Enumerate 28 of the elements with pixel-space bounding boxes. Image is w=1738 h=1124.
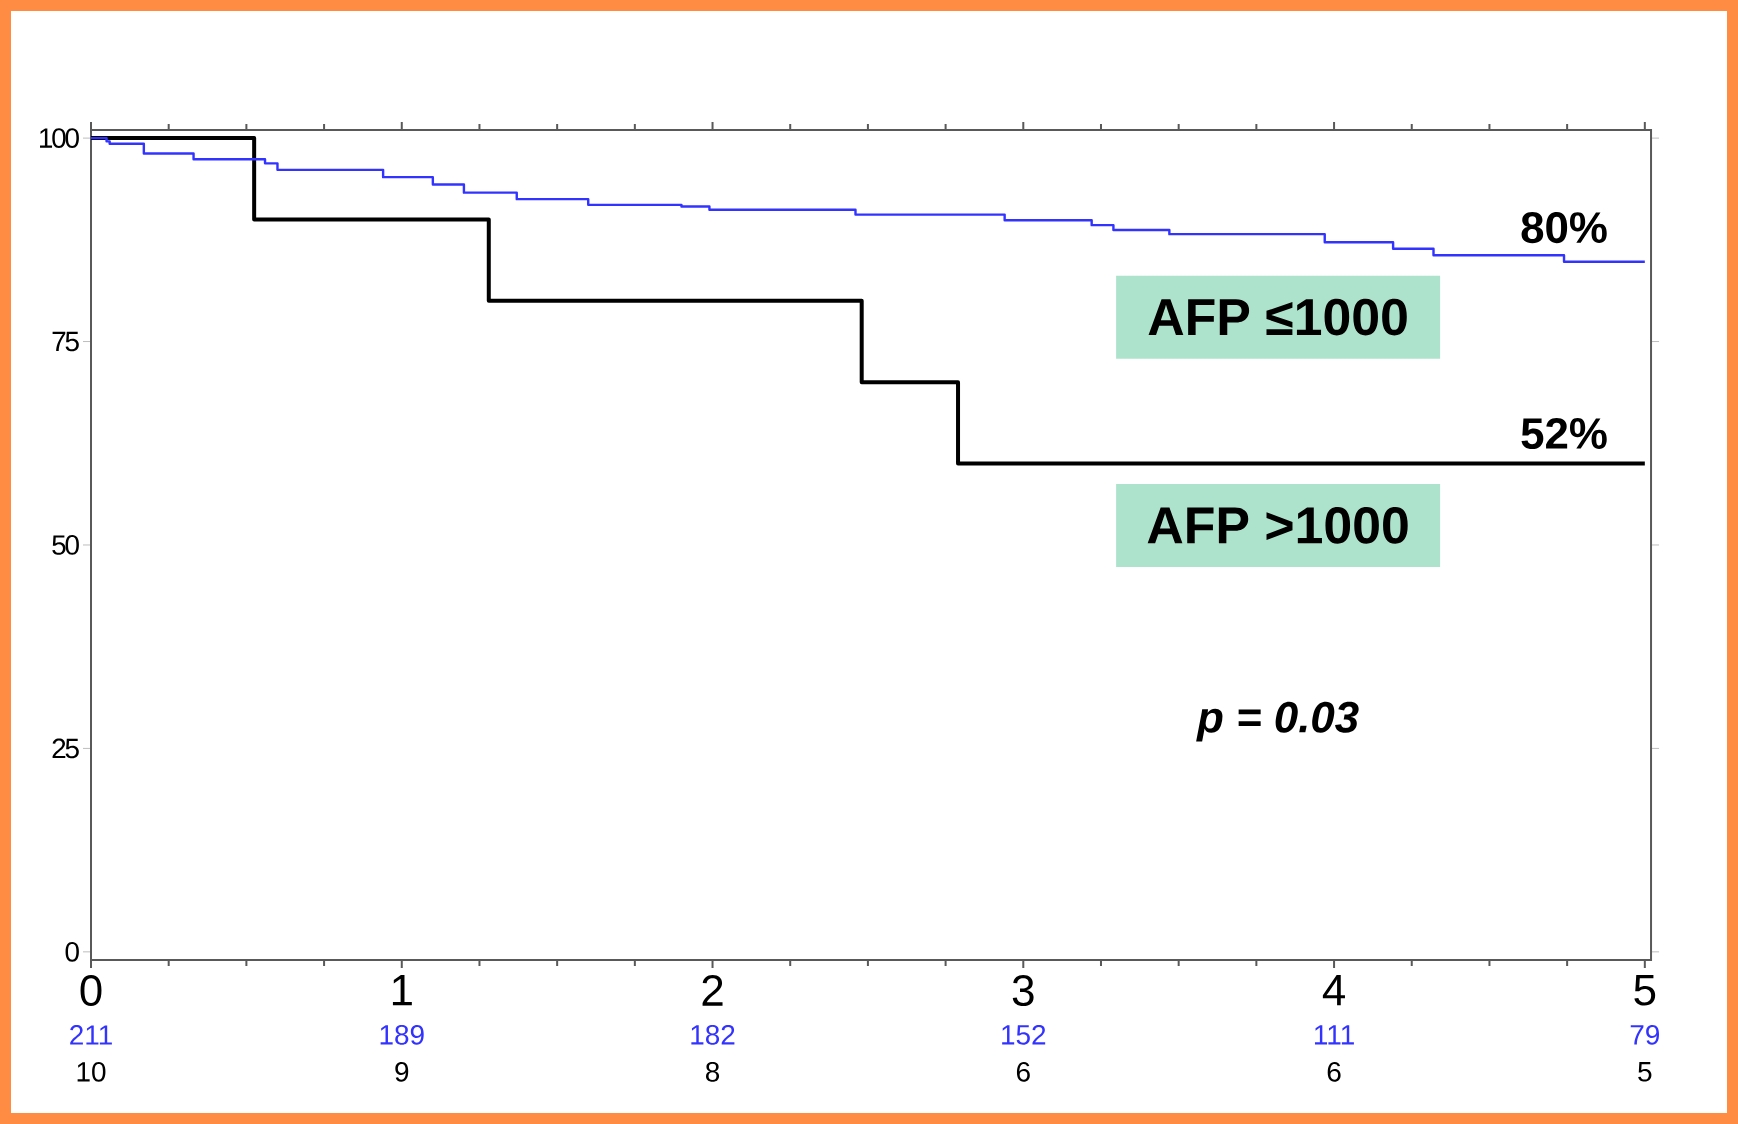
text: 9 — [395, 1061, 409, 1082]
y-tick-label: 75 — [52, 331, 79, 352]
x-tick-label: 3 — [1012, 975, 1034, 1007]
series-label: AFP ≤1000 — [1148, 298, 1407, 336]
x-tick-label: 4 — [1322, 975, 1345, 1006]
text: 5 — [1638, 1062, 1652, 1082]
x-tick-label: 0 — [80, 975, 102, 1007]
text: 211 — [70, 1025, 112, 1045]
x-tick-label: 1 — [392, 975, 412, 1006]
annotation: p = 0.03 — [1196, 701, 1359, 742]
text: 111 — [1314, 1025, 1354, 1045]
text: 6 — [1016, 1061, 1030, 1082]
text: 10 — [77, 1061, 106, 1082]
text: 6 — [1327, 1061, 1341, 1082]
y-tick-label: 100 — [40, 128, 79, 148]
annotation: 80% — [1521, 212, 1607, 244]
y-tick-label: 25 — [52, 738, 79, 759]
text: 79 — [1630, 1024, 1660, 1045]
annotation: 52% — [1521, 417, 1607, 450]
x-tick-label: 2 — [702, 975, 723, 1006]
text: 152 — [1002, 1024, 1046, 1045]
series-label: AFP >1000 — [1147, 507, 1408, 544]
text: 182 — [691, 1024, 735, 1045]
y-tick-label: 0 — [65, 941, 79, 962]
x-tick-label: 5 — [1634, 975, 1656, 1006]
text: 8 — [705, 1061, 720, 1082]
text: 189 — [380, 1024, 424, 1045]
y-tick-label: 50 — [52, 535, 79, 555]
